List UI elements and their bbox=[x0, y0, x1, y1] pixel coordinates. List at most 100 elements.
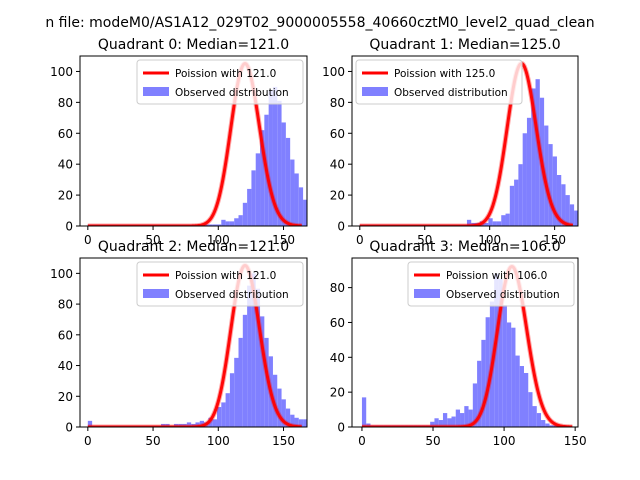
subplot-2: 0 50 100 150 0 20 40 60 80 100 Quadrant 2: Median=… bbox=[50, 239, 329, 448]
hist-bar bbox=[329, 224, 333, 226]
hist-bar bbox=[298, 187, 304, 226]
hist-bar bbox=[303, 199, 307, 226]
x-tick-label: 0 bbox=[358, 434, 366, 448]
hist-bar bbox=[264, 337, 269, 427]
axes-frame bbox=[79, 55, 308, 227]
hist-bar bbox=[481, 339, 486, 427]
hist-bar bbox=[587, 218, 591, 226]
hist-bar bbox=[548, 144, 553, 226]
hist-bar bbox=[556, 175, 562, 226]
hist-bar bbox=[216, 407, 222, 427]
hist-bar bbox=[255, 288, 261, 427]
hist-bar bbox=[466, 219, 472, 226]
hist-bar bbox=[569, 204, 575, 226]
hist-bar bbox=[498, 278, 503, 427]
hist-bar bbox=[583, 220, 587, 226]
hist-bar bbox=[277, 100, 282, 226]
hist-bar bbox=[464, 406, 469, 427]
x-tick-label: 50 bbox=[145, 434, 160, 448]
hist-bar bbox=[596, 217, 600, 226]
hist-bar bbox=[216, 224, 222, 226]
hist-bar bbox=[528, 392, 533, 427]
x-tick-label: 0 bbox=[356, 233, 364, 247]
hist-bar bbox=[608, 224, 612, 226]
hist-bar bbox=[494, 273, 499, 427]
hist-bar bbox=[229, 373, 235, 427]
poisson-curve bbox=[361, 264, 573, 427]
subplot-0: 0 50 100 150 0 20 40 60 80 100 Quadrant 0: Median=… bbox=[50, 37, 333, 247]
subplot-title: Quadrant 0: Median=121.0 bbox=[98, 37, 289, 53]
legend-box bbox=[136, 261, 304, 307]
hist-bar bbox=[316, 425, 320, 427]
y-tick-label: 40 bbox=[330, 351, 345, 365]
hist-bar bbox=[208, 224, 213, 226]
hist-bar bbox=[212, 419, 217, 427]
y-tick-label: 80 bbox=[330, 281, 345, 295]
hist-bar bbox=[182, 423, 187, 427]
hist-bar bbox=[455, 409, 461, 427]
hist-bar bbox=[502, 305, 507, 427]
hist-bar bbox=[204, 224, 209, 226]
y-tick-label: 80 bbox=[330, 96, 345, 110]
x-tick-label: 50 bbox=[425, 434, 440, 448]
hist-bar bbox=[221, 402, 226, 427]
subplot-title: Quadrant 1: Median=125.0 bbox=[369, 37, 560, 53]
hist-bar bbox=[234, 218, 239, 226]
hist-bar bbox=[251, 170, 256, 226]
hist-bar bbox=[522, 133, 527, 226]
hist-bar bbox=[268, 90, 273, 226]
hist-bar bbox=[553, 425, 559, 427]
hist-bar bbox=[320, 218, 324, 226]
y-tick-label: 40 bbox=[58, 158, 73, 172]
hist-bar bbox=[460, 413, 465, 427]
hist-bar bbox=[255, 153, 261, 226]
hist-bar bbox=[225, 221, 230, 226]
axes-frame bbox=[351, 257, 579, 428]
hist-bar bbox=[535, 79, 540, 226]
y-tick-label: 20 bbox=[330, 189, 345, 203]
hist-bar bbox=[212, 224, 217, 226]
legend-box bbox=[355, 59, 523, 105]
hist-bar bbox=[260, 130, 265, 226]
hist-bar bbox=[545, 423, 550, 427]
legend-observed-swatch bbox=[362, 87, 388, 96]
hist-bar bbox=[242, 202, 248, 226]
x-tick-label: 150 bbox=[543, 233, 566, 247]
hist-bar bbox=[430, 421, 435, 427]
hist-bar bbox=[260, 316, 265, 427]
hist-bar bbox=[272, 86, 278, 226]
x-tick-label: 50 bbox=[145, 233, 160, 247]
y-tick-label: 0 bbox=[65, 220, 73, 234]
legend-observed-label: Observed distribution bbox=[175, 289, 289, 301]
hist-bar bbox=[492, 221, 497, 226]
y-tick-label: 60 bbox=[330, 127, 345, 141]
hist-bar bbox=[565, 195, 570, 226]
hist-bar bbox=[285, 137, 291, 226]
hist-bar bbox=[161, 423, 166, 427]
hist-bar bbox=[298, 419, 304, 427]
y-tick-label: 0 bbox=[65, 421, 73, 435]
y-tick-label: 60 bbox=[58, 127, 73, 141]
hist-bar bbox=[281, 122, 286, 226]
hist-bar bbox=[484, 222, 489, 226]
hist-bar bbox=[281, 399, 286, 427]
hist-bar bbox=[434, 418, 439, 427]
hist-bar bbox=[501, 215, 506, 226]
hist-bar bbox=[361, 397, 367, 427]
y-tick-label: 40 bbox=[58, 359, 73, 373]
hist-bar bbox=[173, 423, 179, 427]
x-tick-label: 150 bbox=[564, 434, 587, 448]
hist-bar bbox=[290, 159, 295, 226]
hist-bar bbox=[277, 388, 282, 427]
subplot-3: 0 50 100 150 0 20 40 60 80 Quadrant 3: Median=106… bbox=[330, 239, 587, 448]
hist-bar bbox=[195, 422, 200, 427]
hist-bar bbox=[234, 357, 239, 427]
hist-bar bbox=[549, 425, 554, 427]
hist-bar bbox=[320, 425, 324, 427]
hist-bar bbox=[485, 317, 490, 427]
legend-observed-label: Observed distribution bbox=[446, 289, 560, 301]
hist-bar bbox=[247, 285, 252, 427]
legend: Poission with 121.0 Observed distribution bbox=[136, 59, 304, 105]
hist-bar bbox=[325, 425, 329, 427]
